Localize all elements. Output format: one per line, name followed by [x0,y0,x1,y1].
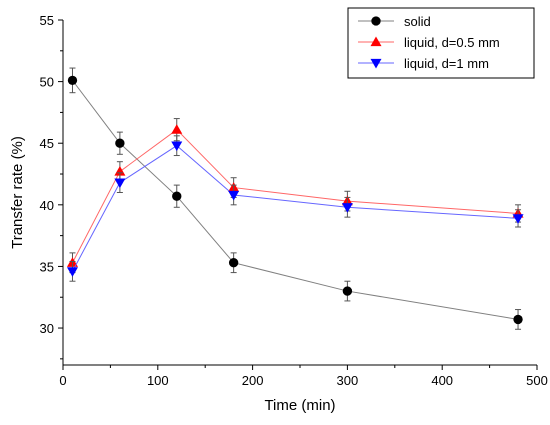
y-tick-label: 30 [40,321,54,336]
data-point [114,178,126,189]
data-point [66,267,78,277]
axes: 0 100 200 300 400 500 30 35 40 45 50 55 [40,13,548,388]
series-1 [67,67,523,330]
legend-label: liquid, d=1 mm [404,56,489,71]
x-tick-label: 0 [59,373,66,388]
x-tick-label: 200 [242,373,264,388]
data-point [228,190,240,201]
data-point [115,138,125,148]
legend: solid liquid, d=0.5 mm liquid, d=1 mm [347,7,535,79]
y-axis-title: Transfer rate (%) [9,136,26,249]
y-tick-label: 35 [40,259,54,274]
series-line [72,80,519,320]
series-layer [66,67,524,330]
legend-marker [370,58,382,69]
series-line [72,129,519,263]
y-tick-label: 50 [40,75,54,90]
y-tick-label: 45 [40,136,54,151]
series-line [72,145,519,272]
series-2 [66,118,524,274]
series-3 [66,135,524,282]
x-axis-title: Time (min) [264,397,335,414]
data-point [228,258,239,268]
legend-label: solid [404,14,431,29]
x-tick-label: 400 [431,373,453,388]
y-tick-label: 55 [40,13,54,28]
data-point [512,214,524,224]
data-point [171,124,183,134]
legend-marker [370,36,382,47]
data-point [67,75,78,86]
data-point [342,286,353,296]
data-point [171,141,183,152]
x-tick-label: 100 [147,373,169,388]
data-point [513,314,523,325]
legend-label: liquid, d=0.5 mm [404,35,500,50]
legend-marker [371,16,381,26]
x-tick-label: 300 [337,373,359,388]
data-point [341,203,353,213]
data-point [172,191,182,201]
y-tick-label: 40 [40,198,54,213]
x-tick-label: 500 [526,373,548,388]
